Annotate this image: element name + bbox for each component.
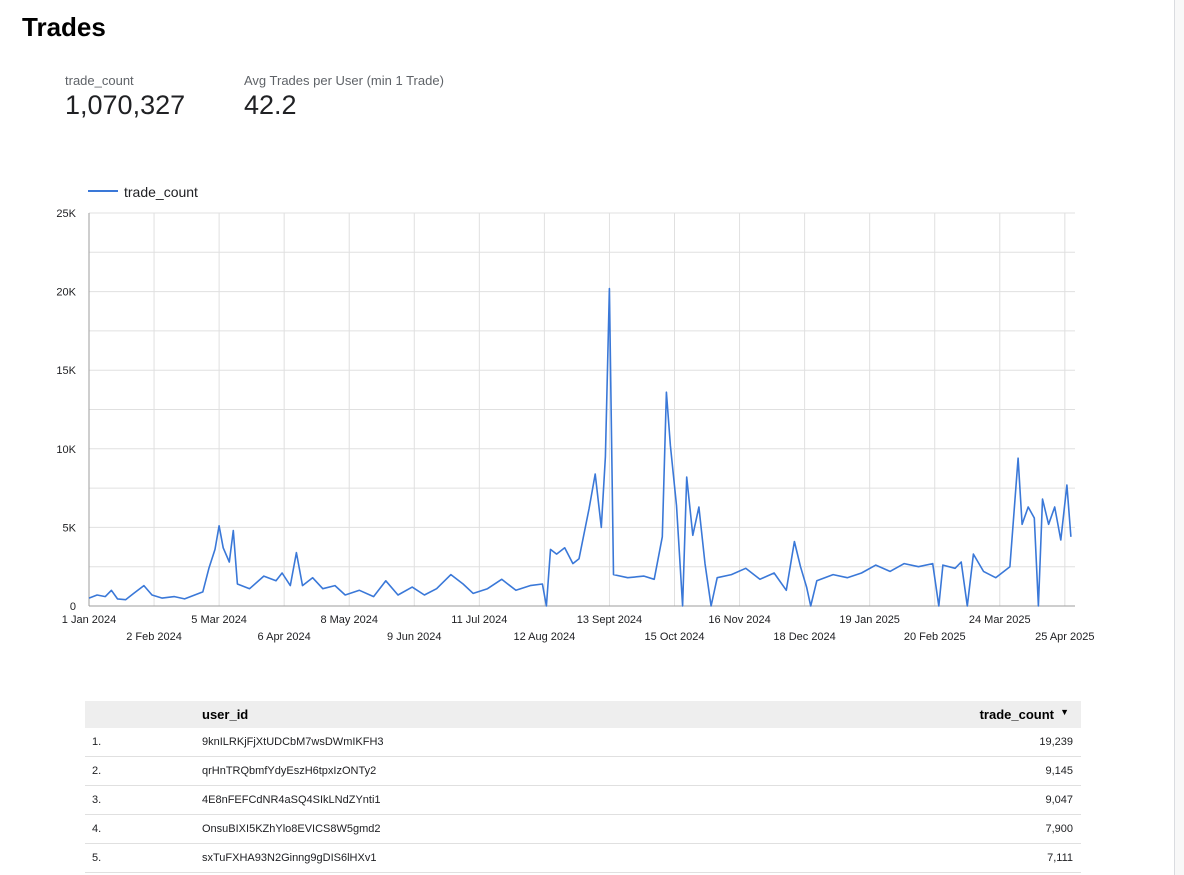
row-user-id: 4E8nFEFCdNR4aSQ4SIkLNdZYnti1: [202, 794, 381, 806]
row-trade-count: 19,239: [1039, 736, 1073, 748]
table-row[interactable]: 2. qrHnTRQbmfYdyEszH6tpxIzONTy2 9,145: [85, 757, 1081, 786]
x-tick-label: 5 Mar 2024: [191, 614, 247, 626]
row-index: 3.: [92, 794, 102, 806]
sort-descending-icon[interactable]: ▼: [1060, 707, 1069, 717]
x-tick-label: 1 Jan 2024: [62, 614, 116, 626]
y-tick-label: 20K: [56, 287, 76, 299]
row-user-id: sxTuFXHA93N2Ginng9gDIS6lHXv1: [202, 852, 377, 864]
row-index: 4.: [92, 823, 102, 835]
y-tick-label: 5K: [63, 522, 77, 534]
x-tick-label: 24 Mar 2025: [969, 614, 1031, 626]
scorecard-label: Avg Trades per User (min 1 Trade): [244, 73, 444, 88]
table-row[interactable]: 4. OnsuBIXI5KZhYlo8EVICS8W5gmd2 7,900: [85, 815, 1081, 844]
x-tick-label: 12 Aug 2024: [513, 631, 575, 643]
x-tick-label: 25 Apr 2025: [1035, 631, 1094, 643]
y-tick-label: 10K: [56, 444, 76, 456]
scorecard-avg-trades-per-user[interactable]: Avg Trades per User (min 1 Trade) 42.2: [244, 73, 444, 121]
table-row[interactable]: 3. 4E8nFEFCdNR4aSQ4SIkLNdZYnti1 9,047: [85, 786, 1081, 815]
row-trade-count: 9,047: [1045, 794, 1073, 806]
row-trade-count: 7,900: [1045, 823, 1073, 835]
y-tick-label: 25K: [56, 208, 76, 220]
x-tick-label: 8 May 2024: [320, 614, 377, 626]
x-tick-label: 19 Jan 2025: [839, 614, 900, 626]
column-header-trade-count[interactable]: trade_count: [979, 707, 1054, 722]
trade-count-line-chart[interactable]: 0 5K 10K 15K 20K 25K 1 Jan 2024 2 Feb 2024 5 Mar…: [0, 0, 1120, 660]
y-tick-label: 0: [70, 601, 76, 613]
scorecard-value: 42.2: [244, 90, 297, 120]
row-user-id: 9knILRKjFjXtUDCbM7wsDWmIKFH3: [202, 736, 384, 748]
table-header: user_id trade_count ▼: [85, 701, 1081, 728]
scorecard-value: 1,070,327: [65, 90, 186, 120]
legend-label: trade_count: [124, 184, 198, 200]
row-trade-count: 9,145: [1045, 765, 1073, 777]
y-tick-label: 15K: [56, 365, 76, 377]
column-header-user-id[interactable]: user_id: [202, 707, 249, 722]
x-tick-label: 20 Feb 2025: [904, 631, 966, 643]
x-tick-label: 13 Sept 2024: [577, 614, 642, 626]
row-user-id: OnsuBIXI5KZhYlo8EVICS8W5gmd2: [202, 823, 381, 835]
scorecard-label: trade_count: [65, 73, 134, 88]
row-index: 2.: [92, 765, 102, 777]
x-tick-label: 2 Feb 2024: [126, 631, 182, 643]
x-tick-label: 6 Apr 2024: [258, 631, 311, 643]
row-index: 1.: [92, 736, 102, 748]
top-users-table[interactable]: user_id trade_count ▼ 1. 9knILRKjFjXtUDC…: [85, 701, 1081, 873]
x-tick-label: 18 Dec 2024: [773, 631, 835, 643]
table-row[interactable]: 1. 9knILRKjFjXtUDCbM7wsDWmIKFH3 19,239: [85, 728, 1081, 757]
x-tick-label: 11 Jul 2024: [451, 614, 507, 626]
row-trade-count: 7,111: [1047, 852, 1073, 864]
x-tick-label: 15 Oct 2024: [645, 631, 705, 643]
x-tick-label: 16 Nov 2024: [708, 614, 770, 626]
report-title: Trades: [22, 12, 106, 42]
x-tick-label: 9 Jun 2024: [387, 631, 441, 643]
series-line-trade-count: [88, 287, 1072, 607]
scorecard-trade-count[interactable]: trade_count 1,070,327: [65, 73, 185, 121]
row-user-id: qrHnTRQbmfYdyEszH6tpxIzONTy2: [202, 765, 377, 777]
page-scrollbar[interactable]: [1174, 0, 1184, 875]
row-index: 5.: [92, 852, 102, 864]
table-row[interactable]: 5. sxTuFXHA93N2Ginng9gDIS6lHXv1 7,111: [85, 844, 1081, 873]
